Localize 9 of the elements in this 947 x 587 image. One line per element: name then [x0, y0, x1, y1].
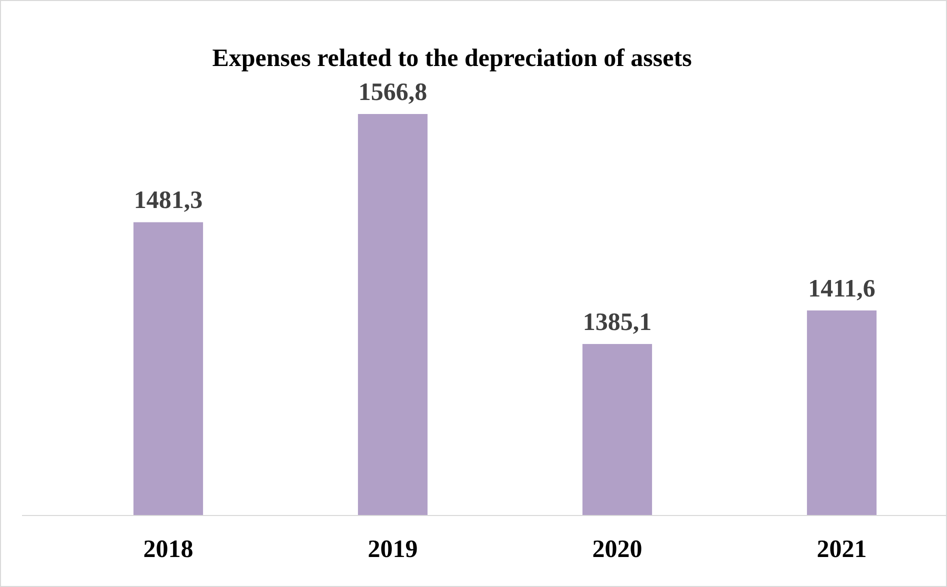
data-label: 1411,6 [808, 275, 876, 302]
chart-title: Expenses related to the depreciation of assets [212, 45, 692, 72]
x-tick-label: 2019 [368, 536, 418, 563]
data-label: 1385,1 [582, 308, 652, 336]
x-tick-label: 2021 [816, 536, 867, 563]
data-label: 1481,3 [134, 187, 203, 214]
x-tick-label: 2018 [143, 536, 194, 563]
x-tick-label: 2020 [592, 536, 642, 563]
data-label: 1566,8 [358, 79, 428, 106]
